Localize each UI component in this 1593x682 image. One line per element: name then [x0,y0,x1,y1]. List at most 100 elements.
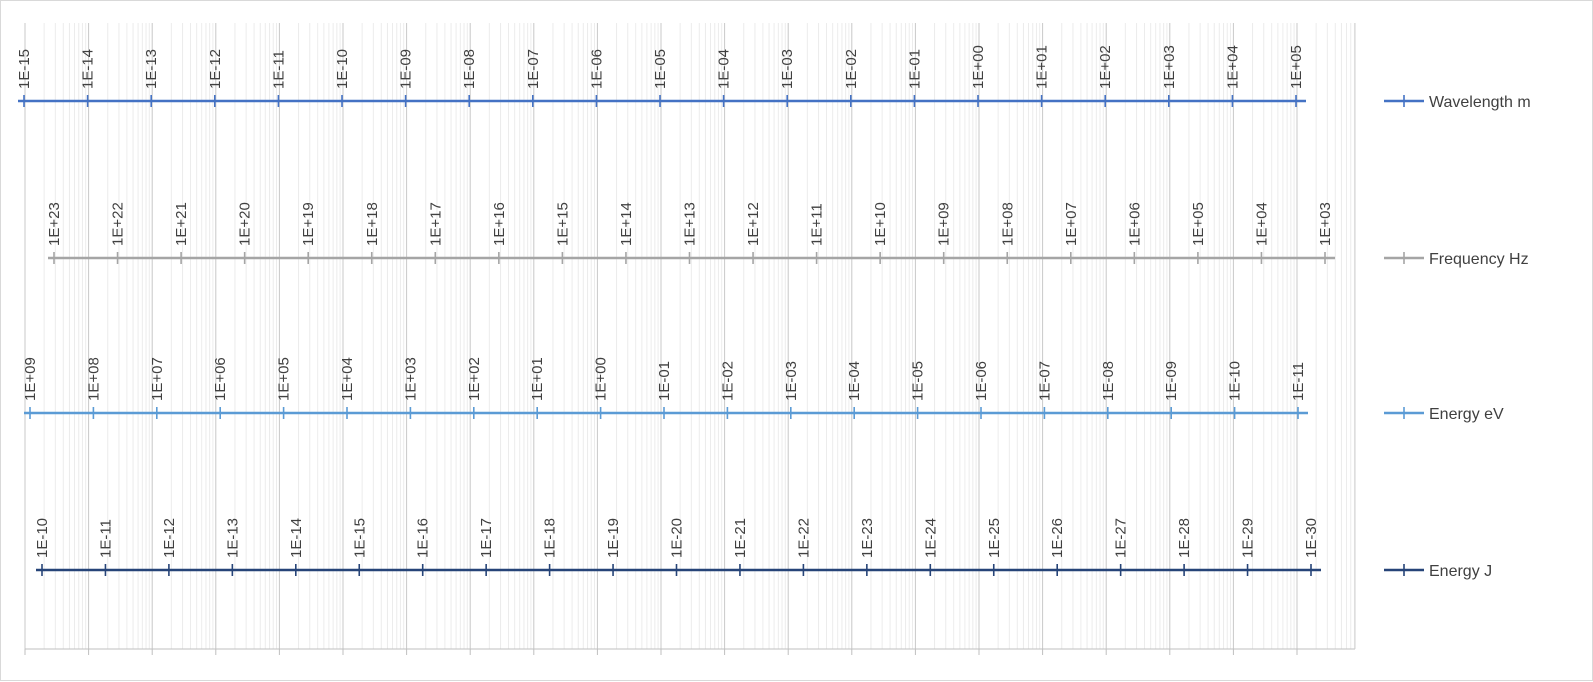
data-label: 1E+04 [1253,202,1270,246]
data-label: 1E+20 [237,202,254,246]
data-label: 1E-04 [716,49,733,89]
data-label: 1E-21 [732,518,749,558]
data-label: 1E-13 [143,49,160,89]
data-label: 1E-10 [1227,361,1244,401]
data-label: 1E-14 [288,518,305,558]
data-label: 1E+05 [1288,45,1305,89]
series-wavelength-m: 1E-15 1E-14 1E-13 1E-12 1E-11 1E-10 1E-09 1E-08… [16,45,1306,107]
data-label: 1E-05 [910,361,927,401]
data-label: 1E-14 [80,49,97,89]
data-label: 1E-18 [542,518,559,558]
data-label: 1E-11 [270,50,287,89]
data-label: 1E-12 [207,49,224,89]
legend-label: Energy eV [1429,406,1504,423]
data-label: 1E-02 [843,49,860,89]
data-label: 1E-17 [478,518,495,558]
data-label: 1E+21 [173,202,190,246]
data-label: 1E+00 [970,45,987,89]
data-label: 1E-16 [415,518,432,558]
legend-entry: Frequency Hz [1384,251,1529,268]
data-label: 1E+06 [1126,202,1143,246]
data-label: 1E+15 [554,202,571,246]
data-label: 1E-15 [351,518,368,558]
data-label: 1E-25 [986,518,1003,558]
data-label: 1E-03 [783,361,800,401]
legend-label: Wavelength m [1429,94,1531,111]
data-label: 1E-10 [334,49,351,89]
data-label: 1E+02 [466,357,483,401]
data-label: 1E+08 [999,202,1016,246]
data-label: 1E+07 [149,357,166,401]
legend-label: Frequency Hz [1429,251,1529,268]
data-label: 1E+01 [1034,45,1051,89]
data-label: 1E+06 [212,357,229,401]
data-label: 1E+13 [682,202,699,246]
data-label: 1E+19 [300,202,317,246]
data-label: 1E+10 [872,202,889,246]
data-label: 1E-29 [1240,518,1257,558]
grid-lines [24,23,1356,655]
data-label: 1E+09 [936,202,953,246]
data-label: 1E+22 [110,202,127,246]
data-label: 1E-06 [588,49,605,89]
data-label: 1E+17 [427,202,444,246]
legend-label: Energy J [1429,563,1492,580]
data-label: 1E-12 [161,518,178,558]
series-energy-j: 1E-10 1E-11 1E-12 1E-13 1E-14 1E-15 1E-16 1E-17… [34,518,1321,576]
data-label: 1E-09 [1163,361,1180,401]
data-label: 1E-10 [34,518,51,558]
data-label: 1E+05 [1190,202,1207,246]
legend-entry: Energy eV [1384,406,1504,423]
data-label: 1E+07 [1063,202,1080,246]
data-label: 1E-15 [16,49,33,89]
data-label: 1E+03 [1161,45,1178,89]
data-label: 1E-23 [859,518,876,558]
data-label: 1E-09 [398,49,415,89]
data-label: 1E-07 [1036,361,1053,401]
data-label: 1E+09 [22,357,39,401]
legend-entry: Wavelength m [1384,94,1531,111]
data-label: 1E-28 [1176,518,1193,558]
data-label: 1E-02 [719,361,736,401]
data-label: 1E-04 [846,361,863,401]
data-label: 1E-01 [656,361,673,401]
data-label: 1E+04 [339,357,356,401]
data-label: 1E+08 [85,357,102,401]
data-label: 1E+11 [809,203,826,246]
data-label: 1E+18 [364,202,381,246]
data-label: 1E-06 [973,361,990,401]
data-label: 1E-27 [1113,518,1130,558]
series-group: 1E-15 1E-14 1E-13 1E-12 1E-11 1E-10 1E-09 1E-08… [16,45,1335,576]
data-label: 1E-30 [1303,518,1320,558]
data-label: 1E+12 [745,202,762,246]
data-label: 1E-08 [1100,361,1117,401]
data-label: 1E+03 [402,357,419,401]
data-label: 1E+03 [1317,202,1334,246]
series-energy-ev: 1E+09 1E+08 1E+07 1E+06 1E+05 1E+04 1E+03 1E+02… [22,357,1308,419]
data-label: 1E-11 [97,519,114,558]
data-label: 1E+23 [46,202,63,246]
legend: Wavelength m Frequency Hz Energy eV Energy … [1384,94,1531,580]
series-frequency-hz: 1E+23 1E+22 1E+21 1E+20 1E+19 1E+18 1E+17 1E+16… [46,202,1335,264]
legend-entry: Energy J [1384,563,1492,580]
data-label: 1E-24 [922,518,939,558]
data-label: 1E+02 [1097,45,1114,89]
data-label: 1E+14 [618,202,635,246]
data-label: 1E-01 [906,49,923,89]
data-label: 1E-11 [1290,362,1307,401]
data-label: 1E-03 [779,49,796,89]
data-label: 1E+01 [529,357,546,401]
data-label: 1E+05 [276,357,293,401]
data-label: 1E-13 [224,518,241,558]
data-label: 1E-22 [795,518,812,558]
data-label: 1E+16 [491,202,508,246]
data-label: 1E-07 [525,49,542,89]
data-label: 1E-19 [605,518,622,558]
data-label: 1E-20 [669,518,686,558]
data-label: 1E+00 [593,357,610,401]
data-label: 1E+04 [1224,45,1241,89]
data-label: 1E-26 [1049,518,1066,558]
data-label: 1E-08 [461,49,478,89]
